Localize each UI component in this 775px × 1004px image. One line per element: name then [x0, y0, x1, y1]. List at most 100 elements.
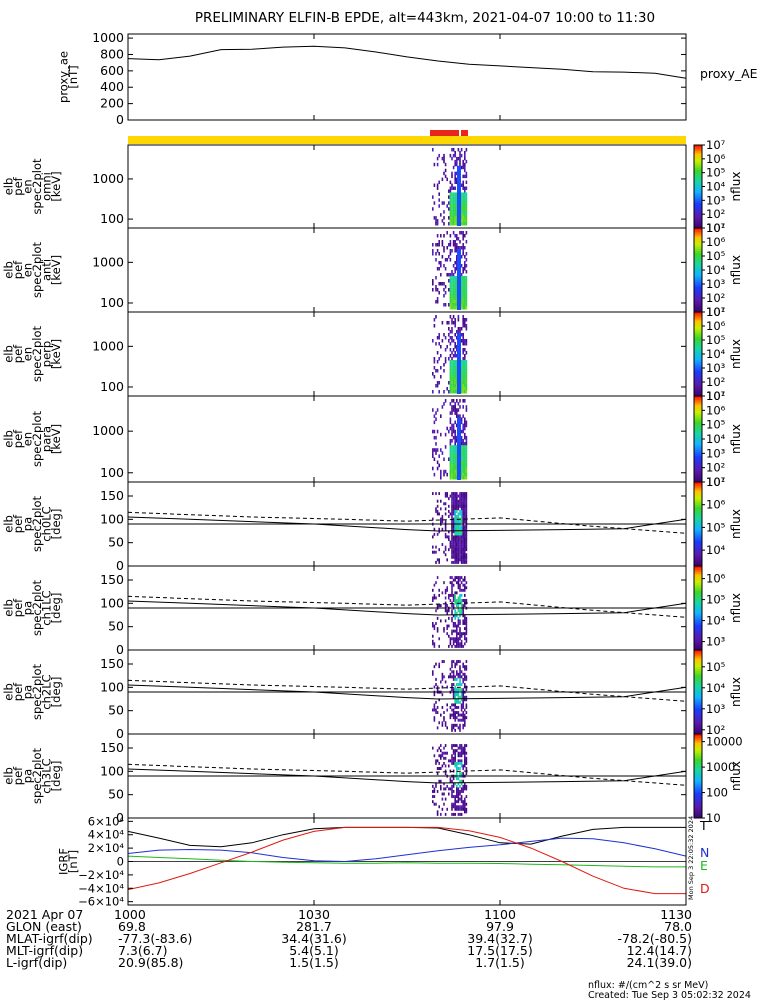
- panel-ch1LC-cell: [432, 588, 434, 592]
- panel-omni-colorbar-cell: [694, 163, 702, 167]
- panel-para-cell: [449, 442, 452, 446]
- panel-anti-cell: [446, 258, 448, 262]
- panel-ch2LC-cell: [459, 683, 461, 686]
- panel-ch2LC-cell: [454, 698, 456, 702]
- panel-perp-cell: [460, 387, 463, 391]
- panel-ch3LC-cell: [464, 800, 466, 804]
- panel-ch0LC-cell: [465, 507, 468, 511]
- panel-ch3LC-cell: [464, 764, 466, 768]
- panel-para-cell: [435, 448, 437, 452]
- panel-perp-colorbar-label: nflux: [729, 339, 743, 369]
- panel-ch3LC-cell: [456, 789, 458, 793]
- panel-ch3LC-cell: [452, 812, 455, 816]
- panel-ch0LC-cell: [457, 550, 460, 554]
- panel-ch0LC-colorbar-cell: [694, 517, 702, 521]
- panel-omni-cell: [436, 219, 439, 223]
- panel-para-cell: [435, 451, 437, 455]
- panel-omni-cell: [443, 153, 445, 158]
- panel-ch2LC-cell: [440, 713, 442, 717]
- panel-ch0LC-cell: [464, 504, 466, 508]
- panel-para-cell: [459, 399, 461, 403]
- panel-perp-colorbar-tick-label: 10¹: [706, 389, 725, 403]
- panel-ch0LC-tick-label: 0: [116, 558, 124, 573]
- panel-ch1LC-cell: [464, 583, 466, 587]
- panel-omni-cell: [454, 198, 456, 202]
- panel-ch3LC-cell: [449, 777, 452, 781]
- panel-ch1LC-colorbar-cell: [694, 629, 702, 632]
- panel-anti-colorbar-tick-label: 10⁵: [706, 249, 726, 263]
- panel-perp-cell: [462, 321, 464, 325]
- panel-ch0LC-cell: [462, 558, 464, 562]
- panel-ch3LC-cell: [464, 759, 466, 763]
- panel-igrf-ylabel-line: [nT]: [66, 850, 80, 873]
- panel-omni-ylabel-line: omni: [39, 172, 53, 201]
- panel-omni-cell: [456, 204, 458, 208]
- panel-perp-cell: [464, 354, 466, 358]
- panel-para-cell: [435, 417, 437, 422]
- panel-ch3LC-cell: [454, 761, 456, 765]
- panel-para-cell: [464, 420, 466, 425]
- panel-anti-colorbar-cell: [694, 295, 702, 298]
- panel-omni-cell: [464, 168, 466, 173]
- panel-ch1LC-colorbar-cell: [694, 643, 702, 647]
- panel-para-cell: [449, 402, 452, 406]
- panel-anti-cell: [462, 306, 464, 310]
- panel-anti-cell: [464, 288, 466, 292]
- panel-perp-colorbar-cell: [694, 387, 702, 391]
- panel-ch2LC-cell: [454, 718, 456, 722]
- panel-perp-cell: [435, 384, 437, 388]
- panel-ch1LC-tick-label: 0: [116, 642, 124, 657]
- panel-perp-colorbar-cell: [694, 366, 702, 370]
- panel-ch2LC-cell: [465, 698, 468, 702]
- panel-ch1LC-cell: [454, 601, 456, 605]
- panel-para-cell: [433, 429, 436, 434]
- panel-ch3LC-colorbar-cell: [694, 799, 702, 802]
- panel-omni-cell: [435, 219, 437, 223]
- panel-ch2LC-cell: [457, 718, 460, 722]
- panel-perp-cell: [454, 378, 456, 382]
- panel-ch0LC-cell: [462, 525, 464, 529]
- panel-ch1LC-colorbar-cell: [694, 597, 702, 601]
- panel-para-cell: [451, 429, 453, 434]
- panel-ch2LC-colorbar-cell: [694, 652, 702, 655]
- panel-ch2LC-cell: [433, 705, 436, 709]
- panel-perp-cell: [438, 336, 440, 340]
- panel-omni-cell: [464, 189, 466, 193]
- panel-para-cell: [433, 457, 436, 462]
- panel-ch0LC-cell: [459, 512, 461, 516]
- panel-perp-cell: [460, 375, 463, 379]
- panel-para-cell: [443, 469, 445, 474]
- panel-ch0LC-cell: [462, 560, 464, 564]
- panel-ch2LC-cell: [465, 711, 468, 715]
- panel-perp-cell: [456, 378, 458, 382]
- panel-para-cell: [451, 423, 453, 428]
- panel-ch3LC-cell: [436, 772, 439, 776]
- panel-ch0LC-cell: [454, 492, 456, 496]
- panel-para-cell: [464, 457, 466, 462]
- panel-perp-cell: [464, 372, 466, 376]
- panel-anti-cell: [454, 246, 456, 250]
- xaxis-row-value: 12.4(14.7): [627, 943, 692, 958]
- panel-anti-ylabel-line: en: [20, 263, 34, 277]
- panel-perp-cell: [440, 345, 442, 349]
- panel-ch2LC-cell: [457, 705, 460, 709]
- panel-anti-cell: [465, 282, 468, 286]
- panel-ch2LC-colorbar-cell: [694, 656, 702, 659]
- panel-ch2LC-colorbar-cell: [694, 685, 702, 689]
- panel-ch0LC-colorbar-cell: [694, 482, 702, 485]
- panel-ch2LC-colorbar-cell: [694, 679, 702, 682]
- panel-perp-cell: [456, 360, 458, 364]
- panel-igrf-series-T: [127, 826, 686, 848]
- panel-ch3LC-colorbar-cell: [694, 769, 702, 773]
- panel-ch1LC-colorbar-tick-label: 10³: [706, 635, 726, 649]
- panel-para-cell: [464, 417, 466, 422]
- panel-anti-cell: [456, 306, 458, 310]
- panel-ch2LC-colorbar-tick-label: 10²: [706, 723, 725, 737]
- panel-perp-cell: [460, 339, 463, 343]
- panel-ch1LC-cell: [457, 599, 460, 602]
- panel-ch2LC-cell: [464, 713, 466, 717]
- panel-omni-cell: [465, 148, 468, 152]
- panel-ch3LC-cell: [440, 779, 442, 783]
- panel-ch2LC-cell: [452, 688, 455, 692]
- panel-ch2LC-cell: [452, 693, 455, 697]
